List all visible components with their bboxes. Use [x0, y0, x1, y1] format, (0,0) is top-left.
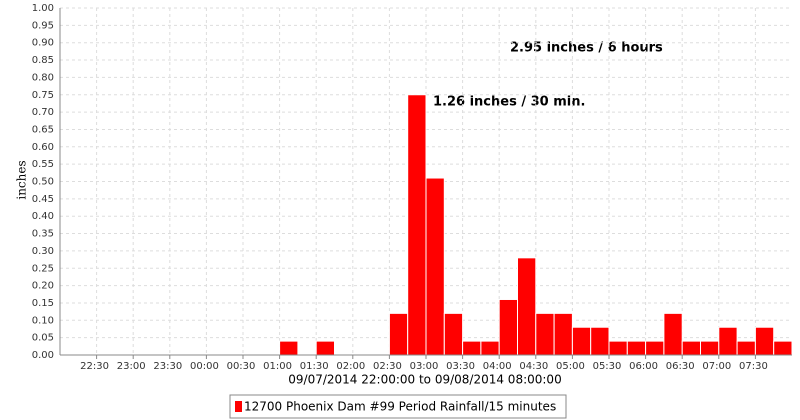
- bar: [700, 340, 720, 356]
- y-tick-label: 0.65: [32, 124, 54, 135]
- bar: [517, 257, 537, 356]
- y-tick-label: 0.75: [32, 90, 54, 101]
- y-tick-label: 0.95: [32, 20, 54, 31]
- y-tick-label: 0.85: [32, 55, 54, 66]
- x-tick-label: 23:00: [117, 361, 146, 372]
- bar: [681, 340, 702, 356]
- x-tick-label: 07:00: [702, 361, 731, 372]
- x-tick-label: 03:00: [410, 361, 439, 372]
- legend-box: [229, 394, 567, 419]
- legend-swatch: [235, 401, 242, 412]
- bar: [571, 326, 592, 356]
- bar: [480, 340, 500, 356]
- x-tick-label: 06:00: [629, 361, 658, 372]
- bar: [590, 326, 610, 356]
- x-tick-label: 02:00: [336, 361, 365, 372]
- x-tick-label: 01:00: [263, 361, 292, 372]
- y-tick-label: 1.00: [32, 3, 54, 14]
- x-tick-label: 05:00: [556, 361, 585, 372]
- bar: [608, 340, 628, 356]
- y-tick-label: 0.05: [32, 333, 54, 344]
- y-tick-label: 0.55: [32, 159, 54, 170]
- y-tick-label: 0.40: [32, 211, 54, 222]
- x-tick-label: 00:00: [190, 361, 219, 372]
- bar: [626, 340, 647, 356]
- x-tick-label: 06:30: [666, 361, 695, 372]
- x-tick-label: 05:30: [593, 361, 622, 372]
- bar: [773, 340, 793, 356]
- bar: [535, 312, 555, 356]
- bar: [645, 340, 665, 356]
- bar: [279, 340, 299, 356]
- bar: [754, 326, 775, 356]
- legend-label: 12700 Phoenix Dam #99 Period Rainfall/15…: [244, 400, 556, 414]
- bar: [736, 340, 756, 356]
- annotation: 1.26 inches / 30 min.: [433, 95, 585, 110]
- bar: [718, 326, 738, 356]
- y-tick-label: 0.35: [32, 229, 54, 240]
- bar: [407, 94, 427, 356]
- y-tick-label: 0.25: [32, 263, 54, 274]
- bar: [315, 340, 336, 356]
- y-tick-label: 0.30: [32, 246, 54, 257]
- y-tick-label: 0.80: [32, 72, 54, 83]
- y-tick-label: 0.20: [32, 281, 54, 292]
- bar: [388, 312, 409, 356]
- x-tick-label: 07:30: [739, 361, 768, 372]
- x-tick-label: 01:30: [300, 361, 329, 372]
- y-axis-label: inches: [15, 160, 29, 199]
- y-tick-label: 0.50: [32, 177, 54, 188]
- bar: [498, 298, 519, 356]
- y-tick-label: 0.60: [32, 142, 54, 153]
- y-tick-label: 0.90: [32, 38, 54, 49]
- x-tick-label: 00:30: [227, 361, 256, 372]
- y-tick-label: 0.15: [32, 298, 54, 309]
- bar: [425, 177, 445, 356]
- bar: [443, 312, 464, 356]
- x-tick-label: 23:30: [153, 361, 182, 372]
- bar: [663, 312, 683, 356]
- bar: [553, 312, 573, 356]
- y-tick-label: 0.00: [32, 350, 54, 361]
- y-tick-label: 0.45: [32, 194, 54, 205]
- x-tick-label: 04:00: [483, 361, 512, 372]
- y-tick-label: 0.70: [32, 107, 54, 118]
- y-tick-label: 0.10: [32, 315, 54, 326]
- x-axis-label: 09/07/2014 22:00:00 to 09/08/2014 08:00:…: [288, 373, 561, 387]
- annotation: 2.95 inches / 6 hours: [510, 41, 663, 56]
- x-tick-label: 02:30: [373, 361, 402, 372]
- x-tick-label: 04:30: [519, 361, 548, 372]
- x-tick-label: 22:30: [80, 361, 109, 372]
- x-tick-label: 03:30: [446, 361, 475, 372]
- bar: [462, 340, 482, 356]
